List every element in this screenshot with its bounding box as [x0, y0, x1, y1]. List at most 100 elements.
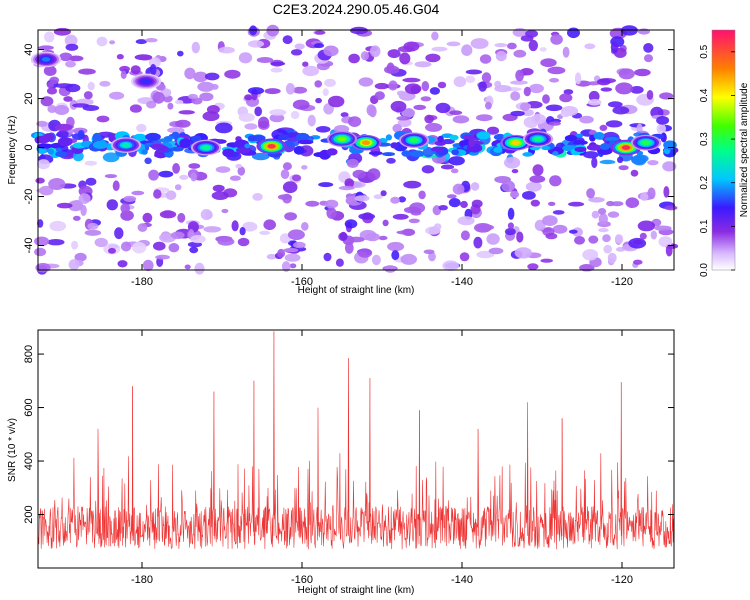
heatmap-cell	[165, 190, 177, 200]
heatmap-cell	[617, 156, 624, 163]
heatmap-cell	[404, 83, 422, 95]
heatmap-cell	[65, 60, 76, 68]
heatmap-cell	[582, 249, 599, 261]
heatmap-cell	[175, 99, 184, 105]
colorbar-tick-label: 0.5	[699, 44, 710, 58]
heatmap-cell	[588, 235, 599, 244]
heatmap-cell	[531, 113, 546, 125]
heatmap-cell	[221, 208, 229, 214]
heatmap-cell	[78, 68, 96, 75]
heatmap-cell	[630, 86, 644, 94]
heatmap-cell	[108, 247, 116, 254]
heatmap-cell	[588, 197, 605, 203]
heatmap-cell	[450, 168, 459, 174]
heatmap-cell	[153, 241, 166, 251]
heatmap-cell	[352, 169, 367, 179]
heatmap-cell	[386, 157, 396, 164]
heatmap-cell	[584, 43, 596, 50]
heatmap-cell	[287, 229, 305, 240]
heatmap-cell	[549, 78, 560, 83]
heatmap-cell	[391, 250, 400, 261]
heatmap-cell	[104, 174, 117, 179]
heatmap-cell	[120, 241, 132, 252]
heatmap-y-axis: -40 -20 0 20 40	[23, 43, 674, 253]
heatmap-cell	[135, 39, 148, 45]
heatmap-cell	[184, 67, 196, 80]
heatmap-cell	[591, 210, 600, 219]
heatmap-cell	[247, 87, 265, 95]
heatmap-cell	[294, 43, 305, 50]
heatmap-cell	[144, 157, 152, 165]
heatmap-cell	[644, 54, 653, 63]
heatmap-cell	[87, 81, 95, 91]
heatmap-cell	[71, 240, 79, 250]
heatmap-cell	[414, 61, 432, 68]
heatmap-cell	[630, 169, 639, 177]
heatmap-cell	[476, 114, 493, 122]
heatmap-hotspot	[337, 136, 347, 142]
heatmap-cell	[625, 197, 640, 208]
heatmap-cell	[539, 47, 547, 52]
heatmap-cell	[204, 72, 220, 81]
heatmap-cell	[324, 199, 339, 209]
heatmap-cell	[540, 258, 553, 263]
heatmap-cell	[470, 182, 480, 191]
heatmap-cell	[638, 28, 650, 35]
heatmap-cell	[542, 94, 550, 104]
heatmap-cell	[131, 190, 145, 196]
snr-y-label: SNR (10 * v/v)	[7, 418, 18, 482]
heatmap-cell	[244, 143, 251, 149]
heatmap-cell	[136, 123, 147, 133]
heatmap-cell	[63, 96, 73, 102]
heatmap-cell	[424, 114, 434, 124]
heatmap-cell	[421, 165, 435, 174]
heatmap-cell	[431, 146, 445, 152]
heatmap-cell	[449, 134, 459, 141]
heatmap-cell	[269, 113, 285, 123]
heatmap-cell	[215, 166, 231, 173]
heatmap-cell	[523, 86, 531, 97]
heatmap-cell	[510, 110, 525, 117]
heatmap-cell	[344, 219, 358, 229]
heatmap-cell	[656, 116, 670, 125]
heatmap-cell	[132, 242, 147, 254]
heatmap-cell	[231, 220, 239, 232]
heatmap-cell	[313, 43, 325, 49]
heatmap-cell	[254, 106, 262, 117]
heatmap-cell	[369, 45, 381, 58]
heatmap-cell	[190, 235, 206, 244]
heatmap-cell	[80, 204, 87, 216]
y-tick-label: 600	[23, 398, 35, 416]
heatmap-cell	[384, 265, 397, 273]
heatmap-cell	[396, 90, 406, 96]
heatmap-cell	[470, 38, 489, 49]
heatmap-cell	[373, 194, 383, 200]
heatmap-cell	[55, 151, 68, 158]
heatmap-cell	[457, 216, 475, 226]
heatmap-cell	[282, 162, 292, 171]
heatmap-cell	[158, 170, 174, 178]
colorbar-tick-label: 0.3	[699, 132, 710, 146]
heatmap-cell	[295, 132, 310, 142]
heatmap-cell	[408, 218, 420, 224]
heatmap-cell	[333, 125, 350, 133]
heatmap-cell	[142, 259, 154, 272]
heatmap-cell	[384, 65, 400, 74]
heatmap-cell	[647, 160, 659, 166]
heatmap-cell	[545, 104, 563, 112]
heatmap-cell	[191, 97, 203, 105]
heatmap-cell	[452, 115, 470, 124]
colorbar: 0.0 0.1 0.2 0.3 0.4 0.5 Normalized spectral a…	[699, 29, 750, 277]
heatmap-cell	[479, 54, 492, 64]
heatmap-cell	[237, 166, 246, 176]
heatmap-cell	[269, 109, 287, 116]
heatmap-cell	[191, 41, 200, 54]
heatmap-cell	[591, 157, 598, 169]
heatmap-hotspot	[267, 144, 276, 149]
heatmap-cell	[552, 151, 559, 156]
heatmap-cell	[659, 92, 674, 100]
heatmap-cell	[315, 97, 322, 104]
heatmap-cell	[190, 172, 197, 182]
heatmap-cell	[348, 116, 362, 127]
